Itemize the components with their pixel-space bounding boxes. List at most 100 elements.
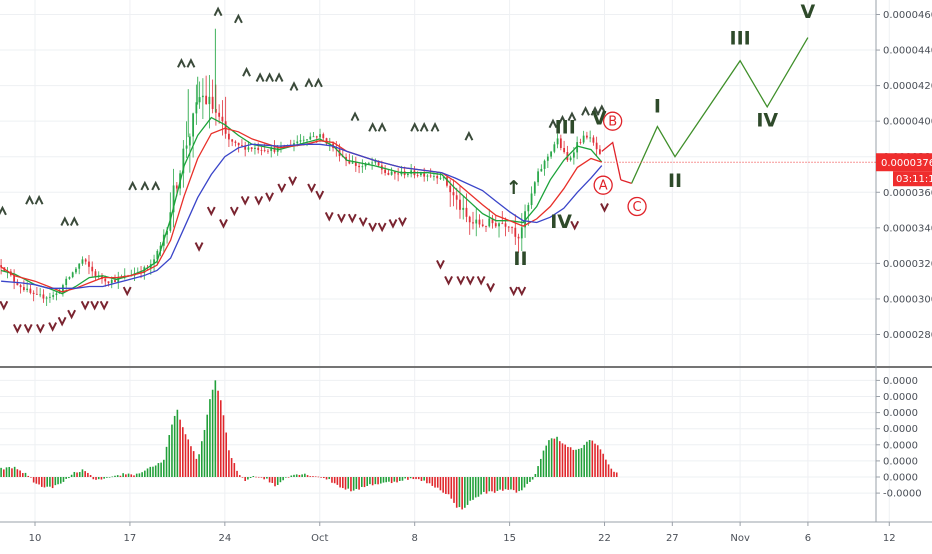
candle-body bbox=[387, 172, 390, 175]
candle-body bbox=[504, 223, 507, 227]
candle-body bbox=[371, 162, 374, 164]
histogram-bar bbox=[146, 468, 149, 477]
histogram-bar bbox=[583, 444, 585, 477]
buy-signal-marker bbox=[314, 77, 323, 88]
histogram-bar bbox=[556, 436, 558, 477]
histogram-bar bbox=[108, 477, 111, 478]
candle-body bbox=[390, 171, 393, 175]
candle-body bbox=[377, 160, 380, 166]
candle-body bbox=[188, 136, 191, 146]
histogram-bar bbox=[133, 475, 135, 477]
sell-signal-glyph bbox=[337, 213, 346, 224]
histogram-bar bbox=[591, 440, 594, 477]
histogram-bar bbox=[325, 477, 328, 480]
candle-body bbox=[579, 142, 582, 143]
candle-body bbox=[175, 185, 178, 189]
histogram-bar bbox=[247, 477, 249, 480]
sell-signal-glyph bbox=[206, 206, 216, 217]
histogram-bar bbox=[323, 477, 325, 479]
histogram-bar bbox=[396, 477, 398, 483]
histogram-bar bbox=[358, 477, 360, 490]
sell-signal-marker bbox=[368, 222, 378, 233]
buy-signal-glyph bbox=[581, 106, 590, 116]
histogram-bar bbox=[369, 477, 371, 485]
buy-signal-marker bbox=[567, 111, 577, 122]
histogram-bar bbox=[605, 459, 607, 477]
candle-body bbox=[13, 275, 16, 282]
sell-signal-glyph bbox=[265, 192, 274, 203]
oscillator-tick-label: 0.0000 bbox=[883, 392, 918, 403]
histogram-bar bbox=[187, 439, 190, 477]
buy-signal-marker bbox=[548, 118, 558, 129]
histogram-bar bbox=[130, 474, 133, 477]
candle-body bbox=[49, 296, 51, 298]
candle-body bbox=[364, 163, 367, 167]
histogram-bar bbox=[89, 475, 92, 477]
histogram-bar bbox=[293, 474, 295, 477]
grid bbox=[0, 0, 890, 522]
candle-body bbox=[29, 288, 32, 293]
histogram-bar bbox=[287, 477, 290, 478]
buy-signal-glyph bbox=[350, 111, 360, 122]
histogram-bar bbox=[68, 477, 70, 479]
candle-body bbox=[273, 147, 276, 152]
histogram-bar bbox=[19, 470, 21, 477]
candle-body bbox=[32, 292, 35, 294]
sell-signal-marker bbox=[436, 259, 445, 270]
buy-signal-glyph bbox=[548, 118, 558, 129]
candle-body bbox=[572, 152, 575, 158]
histogram-bar bbox=[176, 409, 179, 477]
candle-body bbox=[595, 142, 598, 150]
sell-signal-marker bbox=[265, 192, 274, 203]
candle-body bbox=[247, 147, 250, 150]
histogram-bar bbox=[306, 475, 309, 477]
candle-body bbox=[514, 227, 517, 237]
histogram-bar bbox=[295, 474, 298, 477]
candle-body bbox=[582, 135, 585, 143]
sell-signal-glyph bbox=[509, 286, 519, 297]
candle-body bbox=[35, 293, 38, 295]
histogram-bar bbox=[209, 399, 211, 477]
histogram-bar bbox=[545, 445, 548, 477]
sell-signal-marker bbox=[0, 300, 9, 311]
histogram-bar bbox=[298, 474, 301, 477]
histogram-bar bbox=[285, 477, 287, 478]
oscillator-axis[interactable]: -0.0000 0.0000 0.0000 0.0000 0.0000 0.0000 0.0… bbox=[876, 376, 922, 500]
candle-body bbox=[478, 219, 481, 225]
histogram-bar bbox=[328, 477, 331, 480]
histogram-bar bbox=[179, 419, 181, 477]
wave-forecast-label: IV bbox=[756, 110, 778, 132]
histogram-bar bbox=[504, 477, 507, 490]
histogram-bar bbox=[569, 447, 572, 477]
histogram-bar bbox=[474, 477, 477, 498]
histogram-bar bbox=[173, 415, 176, 477]
histogram-bar bbox=[203, 429, 206, 477]
candle-body bbox=[101, 275, 103, 279]
histogram-bar bbox=[70, 474, 73, 477]
sell-signal-marker bbox=[219, 219, 228, 229]
histogram-bar bbox=[184, 434, 187, 477]
histogram-bar bbox=[171, 424, 173, 477]
histogram-bar bbox=[480, 477, 482, 495]
abc-label-circle bbox=[593, 175, 613, 195]
sell-signal-glyph bbox=[315, 190, 325, 201]
histogram-bar bbox=[385, 477, 388, 483]
histogram-bar bbox=[24, 472, 27, 477]
time-axis[interactable]: 10 17 24 Oct 8 15 22 27 Nov 6 12 bbox=[29, 522, 896, 544]
sell-signal-glyph bbox=[48, 322, 58, 332]
histogram-bar bbox=[225, 432, 227, 477]
histogram-bar bbox=[43, 477, 46, 488]
candle-body bbox=[267, 150, 269, 152]
histogram-bar bbox=[236, 470, 238, 477]
histogram-bar bbox=[81, 469, 84, 477]
histogram-bar bbox=[21, 473, 24, 477]
abc-path bbox=[601, 141, 622, 180]
sell-signal-glyph bbox=[324, 211, 334, 222]
histogram-bar bbox=[388, 477, 390, 482]
candle-body bbox=[195, 102, 198, 114]
candle-body bbox=[22, 287, 25, 290]
time-tick-label: 12 bbox=[883, 533, 896, 544]
candle-body bbox=[172, 185, 175, 213]
